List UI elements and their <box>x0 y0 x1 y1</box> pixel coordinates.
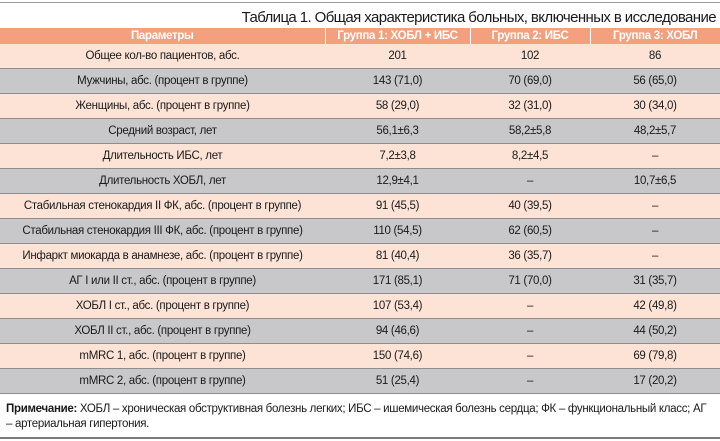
group-3-cell: – <box>590 193 720 219</box>
group-2-cell: 70 (69,0) <box>470 68 590 94</box>
parameter-cell: Средний возраст, лет <box>0 118 325 144</box>
parameter-cell: Длительность ИБС, лет <box>0 143 325 169</box>
table-row: ХОБЛ II ст., абс. (процент в группе) 94 (… <box>0 318 720 344</box>
group-2-cell: 36 (35,7) <box>470 243 590 269</box>
group-3-cell: – <box>590 218 720 244</box>
header-group-1: Группа 1: ХОБЛ + ИБС <box>324 28 470 44</box>
group-3-cell: 69 (79,8) <box>590 343 720 369</box>
parameter-cell: Стабильная стенокардия III ФК, абс. (про… <box>0 218 325 244</box>
group-2-cell: – <box>470 293 590 319</box>
header-row: Параметры Группа 1: ХОБЛ + ИБС Группа 2:… <box>0 28 720 44</box>
note-text: ХОБЛ – хроническая обструктивная болезнь… <box>6 403 707 430</box>
table-row: Женщины, абс. (процент в группе) 58 (29,0… <box>0 93 720 119</box>
table-row: Стабильная стенокардия III ФК, абс. (про… <box>0 218 720 244</box>
table-row: Мужчины, абс. (процент в группе) 143 (71,… <box>0 68 720 94</box>
group-2-cell: – <box>470 368 590 394</box>
table-row: Длительность ИБС, лет 7,2±3,8 8,2±4,5– <box>0 143 720 169</box>
group-2-cell: 102 <box>470 44 590 69</box>
group-3-cell: – <box>590 243 720 269</box>
parameter-cell: Стабильная стенокардия II ФК, абс. (проц… <box>0 193 325 219</box>
table-row: mMRC 2, абс. (процент в группе) 51 (25,4)… <box>0 368 720 394</box>
header-parameters: Параметры <box>0 28 325 44</box>
parameter-cell: Женщины, абс. (процент в группе) <box>0 93 325 119</box>
group-2-cell: 62 (60,5) <box>470 218 590 244</box>
group-1-cell: 171 (85,1) <box>325 268 470 294</box>
group-3-cell: 86 <box>590 44 720 69</box>
group-2-cell: – <box>470 318 590 344</box>
group-3-cell: – <box>590 143 720 169</box>
header-group-3: Группа 3: ХОБЛ <box>589 28 720 44</box>
parameter-cell: Инфаркт миокарда в анамнезе, абс. (проце… <box>0 243 325 269</box>
characteristics-table: Параметры Группа 1: ХОБЛ + ИБС Группа 2:… <box>0 28 720 394</box>
group-1-cell: 51 (25,4) <box>325 368 470 394</box>
bottom-rule <box>0 437 720 439</box>
note-label: Примечание: <box>6 403 77 415</box>
parameter-cell: АГ I или II ст., абс. (процент в группе) <box>0 268 325 294</box>
group-2-cell: 58,2±5,8 <box>470 118 590 144</box>
group-1-cell: 91 (45,5) <box>325 193 470 219</box>
group-2-cell: 71 (70,0) <box>470 268 590 294</box>
group-2-cell: 32 (31,0) <box>470 93 590 119</box>
group-3-cell: 48,2±5,7 <box>590 118 720 144</box>
group-1-cell: 58 (29,0) <box>325 93 470 119</box>
group-1-cell: 7,2±3,8 <box>325 143 470 169</box>
group-1-cell: 81 (40,4) <box>325 243 470 269</box>
group-3-cell: 56 (65,0) <box>590 68 720 94</box>
parameter-cell: Общее кол-во пациентов, абс. <box>0 44 325 69</box>
group-1-cell: 12,9±4,1 <box>325 168 470 194</box>
group-1-cell: 56,1±6,3 <box>325 118 470 144</box>
group-3-cell: 30 (34,0) <box>590 93 720 119</box>
parameter-cell: ХОБЛ I ст., абс. (процент в группе) <box>0 293 325 319</box>
group-3-cell: 42 (49,8) <box>590 293 720 319</box>
group-3-cell: 31 (35,7) <box>590 268 720 294</box>
table-row: Средний возраст, лет 56,1±6,3 58,2±5,8 48,2… <box>0 118 720 144</box>
parameter-cell: Мужчины, абс. (процент в группе) <box>0 68 325 94</box>
group-2-cell: – <box>470 168 590 194</box>
table-row: АГ I или II ст., абс. (процент в группе)… <box>0 268 720 294</box>
group-1-cell: 94 (46,6) <box>325 318 470 344</box>
header-group-2: Группа 2: ИБС <box>469 28 590 44</box>
group-3-cell: 44 (50,2) <box>590 318 720 344</box>
parameter-cell: Длительность ХОБЛ, лет <box>0 168 325 194</box>
table-note: Примечание: ХОБЛ – хроническая обструкти… <box>6 402 711 432</box>
top-rule <box>0 2 720 3</box>
group-1-cell: 143 (71,0) <box>325 68 470 94</box>
group-1-cell: 107 (53,4) <box>325 293 470 319</box>
table-row: Стабильная стенокардия II ФК, абс. (проц… <box>0 193 720 219</box>
group-2-cell: 8,2±4,5 <box>470 143 590 169</box>
parameter-cell: mMRC 2, абс. (процент в группе) <box>0 368 325 394</box>
group-1-cell: 201 <box>325 44 470 69</box>
table-row: Длительность ХОБЛ, лет 12,9±4,1–10,7±6,5 <box>0 168 720 194</box>
table-row: Инфаркт миокарда в анамнезе, абс. (проце… <box>0 243 720 269</box>
table-row: mMRC 1, абс. (процент в группе) 150 (74,6… <box>0 343 720 369</box>
group-3-cell: 17 (20,2) <box>590 368 720 394</box>
group-3-cell: 10,7±6,5 <box>590 168 720 194</box>
group-1-cell: 110 (54,5) <box>325 218 470 244</box>
parameter-cell: ХОБЛ II ст., абс. (процент в группе) <box>0 318 325 344</box>
table-row: ХОБЛ I ст., абс. (процент в группе) 107 (… <box>0 293 720 319</box>
table-title: Таблица 1. Общая характеристика больных,… <box>241 9 717 26</box>
table-row: Общее кол-во пациентов, абс. 201 102 86 <box>0 44 720 69</box>
group-1-cell: 150 (74,6) <box>325 343 470 369</box>
group-2-cell: 40 (39,5) <box>470 193 590 219</box>
group-2-cell: – <box>470 343 590 369</box>
parameter-cell: mMRC 1, абс. (процент в группе) <box>0 343 325 369</box>
